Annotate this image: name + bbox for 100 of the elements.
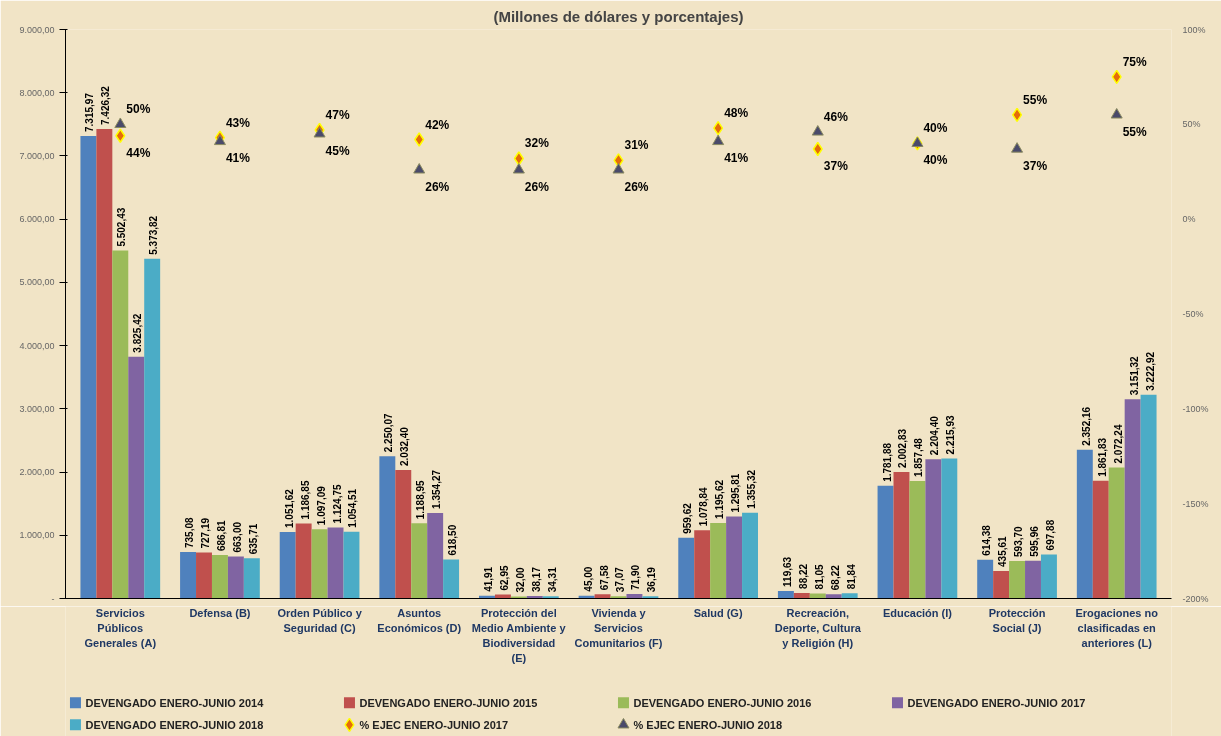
data-label: 1.295,81 — [730, 473, 742, 513]
data-label: 43% — [225, 115, 251, 130]
data-label: 32% — [524, 136, 550, 151]
data-label: 45% — [325, 143, 350, 158]
legend-label: DEVENGADO ENERO-JUNIO 2014 — [85, 696, 265, 709]
chart-title: (Millones de dólares y porcentajes) — [493, 7, 744, 25]
data-label: 7.426,32 — [100, 85, 112, 125]
data-label: 36,19 — [646, 566, 658, 593]
data-label: 47% — [325, 108, 350, 123]
data-label: 2.002,83 — [897, 428, 909, 468]
x-tick-label: Protección Social (J) — [988, 606, 1046, 634]
x-tick-label: Servicios Públicos Generales (A) — [84, 606, 157, 649]
data-label: 42% — [425, 117, 450, 132]
data-label: 663,00 — [231, 521, 243, 553]
data-label: 40% — [923, 121, 948, 136]
data-label: 735,08 — [184, 517, 196, 549]
data-label: 48% — [724, 106, 749, 121]
data-label: 1.857,48 — [913, 437, 925, 478]
data-label: 1.188,95 — [415, 479, 427, 520]
data-label: 1.354,27 — [431, 469, 443, 509]
data-label: 1.124,75 — [331, 484, 343, 524]
data-label: 614,38 — [981, 524, 993, 556]
data-label: 119,63 — [781, 556, 793, 587]
data-label: 3.222,92 — [1144, 351, 1156, 391]
y2-tick-label: -200% — [1182, 593, 1209, 604]
data-label: 55% — [1023, 92, 1048, 107]
y-tick-label: 3.000,00 — [19, 403, 55, 414]
data-label: 1.054,51 — [347, 488, 359, 528]
data-label: 2.032,40 — [399, 426, 411, 467]
data-label: 7.315,97 — [84, 92, 96, 132]
y-tick-label: - — [51, 593, 55, 604]
y-tick-label: 2.000,00 — [19, 467, 55, 478]
y2-tick-label: -150% — [1182, 498, 1209, 509]
data-label: 81,84 — [845, 563, 857, 590]
data-label: 1.861,83 — [1096, 437, 1108, 477]
x-tick-label: Educación (I) — [882, 606, 953, 619]
data-label: 3.151,32 — [1128, 355, 1140, 396]
x-tick-label: Vivienda y Servicios Comunitarios (F) — [574, 606, 663, 649]
data-label: 5.373,82 — [148, 215, 160, 255]
legend-label: % EJEC ENERO-JUNIO 2018 — [633, 718, 783, 731]
y2-tick-label: 100% — [1182, 24, 1206, 35]
data-label: 71,90 — [630, 564, 642, 590]
data-label: 37,07 — [614, 566, 626, 593]
data-label: 5.502,43 — [116, 207, 128, 247]
legend-label: DEVENGADO ENERO-JUNIO 2015 — [359, 696, 538, 709]
y2-tick-label: -50% — [1182, 309, 1204, 319]
y-tick-label: 5.000,00 — [19, 277, 55, 288]
data-label: 40% — [923, 153, 948, 168]
data-label: 31% — [624, 138, 649, 153]
data-label: 41% — [724, 151, 749, 166]
y-tick-label: 8.000,00 — [19, 87, 55, 98]
data-label: 2.250,07 — [383, 412, 395, 453]
legend-label: DEVENGADO ENERO-JUNIO 2018 — [85, 718, 264, 731]
y2-tick-label: 0% — [1182, 214, 1196, 225]
y-tick-label: 9.000,00 — [19, 24, 55, 35]
x-tick-label: Recreación, Deporte, Cultura y Religión (H) — [774, 606, 862, 649]
data-label: 618,50 — [447, 524, 459, 556]
data-label: 2.204,40 — [929, 415, 941, 456]
data-label: 1.355,32 — [746, 469, 758, 509]
data-label: 37% — [823, 158, 849, 173]
y2-tick-label: 50% — [1182, 119, 1201, 130]
x-tick-label: Erogaciones no clasificadas en anteriores (L) — [1075, 606, 1159, 649]
data-label: 26% — [524, 179, 550, 194]
y-tick-label: 1.000,00 — [19, 530, 55, 541]
data-label: 1.195,62 — [714, 479, 726, 519]
x-tick-label: Orden Público y Seguridad (C) — [277, 606, 363, 634]
data-label: 45,00 — [582, 566, 594, 592]
data-label: 595,96 — [1029, 525, 1040, 557]
data-label: 41,91 — [482, 566, 494, 592]
x-tick-label: Asuntos Económicos (D) — [377, 606, 462, 634]
data-label: 50% — [126, 102, 151, 117]
y-tick-label: 7.000,00 — [19, 150, 55, 161]
data-label: 593,70 — [1013, 525, 1025, 557]
data-label: 38,17 — [530, 566, 542, 593]
y-tick-label: 6.000,00 — [19, 214, 55, 225]
data-label: 2.352,16 — [1080, 406, 1092, 446]
data-label: 1.186,85 — [299, 480, 311, 520]
data-label: 32,00 — [514, 567, 526, 593]
data-label: 34,31 — [546, 566, 558, 593]
data-label: 55% — [1122, 124, 1148, 139]
legend-label: DEVENGADO ENERO-JUNIO 2017 — [907, 696, 1086, 709]
data-label: 635,71 — [247, 523, 259, 555]
y-tick-label: 4.000,00 — [19, 340, 55, 351]
x-tick-label: Protección del Medio Ambiente y Biodiversidad (E) — [471, 606, 567, 664]
data-label: 67,58 — [598, 564, 610, 591]
data-label: 68,22 — [829, 564, 841, 591]
data-label: 26% — [425, 179, 450, 194]
data-label: 1.781,88 — [881, 442, 893, 482]
data-label: 88,22 — [797, 563, 809, 589]
data-label: 686,81 — [215, 520, 227, 552]
y2-tick-label: -100% — [1182, 403, 1209, 414]
legend-label: % EJEC ENERO-JUNIO 2017 — [359, 718, 509, 731]
data-label: 44% — [126, 145, 151, 160]
data-label: 37% — [1023, 158, 1048, 173]
data-label: 75% — [1122, 54, 1148, 69]
data-label: 697,88 — [1044, 519, 1056, 551]
data-label: 727,19 — [200, 517, 211, 549]
data-label: 26% — [624, 179, 649, 194]
data-label: 41% — [225, 151, 251, 166]
data-label: 435,61 — [997, 535, 1009, 567]
